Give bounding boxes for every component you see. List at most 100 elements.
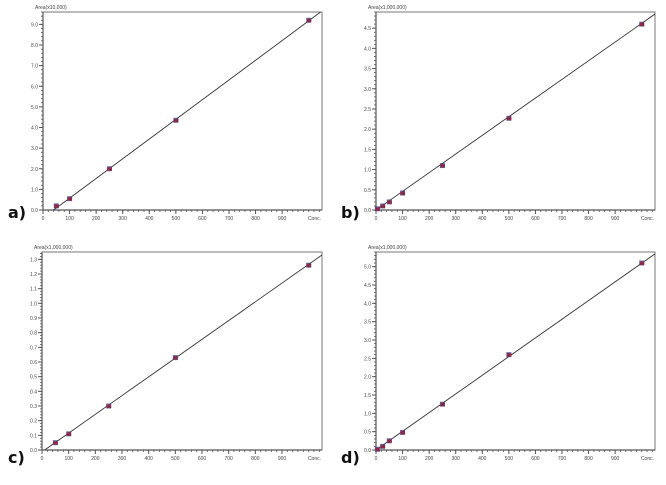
y-tick-label: 0.0 — [31, 208, 38, 214]
x-tick-label: 800 — [251, 456, 260, 462]
marker-square — [400, 430, 406, 435]
y-tick-label: 4.5 — [364, 26, 371, 32]
y-axis-label: Area(x1,000,000) — [368, 5, 407, 11]
y-tick-label: 2.0 — [364, 375, 371, 381]
y-tick-label: 6.0 — [31, 84, 38, 90]
y-tick-label: 3.5 — [364, 320, 371, 326]
y-tick-label: 0.5 — [364, 188, 371, 194]
data-point — [386, 438, 392, 444]
data-point — [106, 166, 112, 172]
calibration-curve-chart-b: 0.0 0.5 1.0 1.5 2.0 2.5 3.0 3.5 4.0 4.5 0 100 200 300… — [364, 5, 656, 222]
y-tick-label: 1.0 — [31, 187, 38, 193]
marker-square — [639, 261, 645, 265]
data-point — [173, 117, 179, 123]
y-tick-label: 1.5 — [364, 147, 371, 153]
panel-label-b: b) — [341, 203, 360, 222]
marker-square — [400, 191, 406, 196]
y-tick-label: 0.1 — [30, 433, 37, 439]
panel-label-d: d) — [341, 448, 360, 467]
x-tick-label: 100 — [64, 456, 73, 462]
y-tick-label: 2.0 — [31, 167, 38, 173]
y-tick-label: 0.5 — [30, 375, 37, 381]
x-tick-label: 100 — [398, 216, 407, 222]
x-tick-label: 600 — [198, 216, 207, 222]
x-tick-label: 700 — [224, 456, 233, 462]
panel-label-c: c) — [8, 448, 25, 467]
data-point — [374, 206, 380, 212]
marker-square — [387, 439, 392, 443]
x-tick-label: 300 — [118, 456, 127, 462]
y-tick-label: 1.2 — [30, 272, 37, 278]
plot-frame — [41, 251, 323, 451]
y-tick-label: 0.0 — [30, 448, 37, 454]
chart-panel-a: a) 0.0 1.0 2.0 3.0 4.0 5.0 6.0 7.0 8.0 9.0 0 100 200… — [0, 0, 333, 245]
marker-square — [306, 18, 312, 23]
x-axis-label: Conc. — [308, 456, 321, 462]
y-tick-label: 1.5 — [364, 393, 371, 399]
marker-square — [375, 207, 380, 211]
x-tick-label: 200 — [91, 456, 100, 462]
data-point — [172, 355, 178, 361]
marker-square — [54, 204, 59, 208]
x-tick-label: 600 — [198, 456, 207, 462]
y-tick-label: 8.0 — [31, 43, 38, 49]
y-tick-label: 9.0 — [31, 22, 38, 28]
y-tick-label: 1.0 — [364, 411, 371, 417]
x-tick-label: 500 — [505, 456, 514, 462]
x-tick-label: 900 — [278, 216, 287, 222]
marker-square — [440, 164, 445, 168]
marker-square — [106, 404, 112, 408]
chart-panel-b: b) 0.0 0.5 1.0 1.5 2.0 2.5 3.0 3.5 4.0 4.5 0 100 200… — [333, 0, 666, 245]
y-tick-label: 0.8 — [30, 331, 37, 337]
x-tick-label: 300 — [119, 216, 128, 222]
data-point — [639, 260, 645, 266]
x-tick-label: 400 — [478, 456, 487, 462]
y-tick-label: 3.0 — [364, 87, 371, 93]
y-tick-label: 4.0 — [31, 126, 38, 132]
x-tick-label: 200 — [425, 216, 434, 222]
marker-square — [306, 263, 312, 268]
x-tick-label: 700 — [558, 456, 567, 462]
calibration-curve-chart-a: 0.0 1.0 2.0 3.0 4.0 5.0 6.0 7.0 8.0 9.0 0 100 200 300… — [31, 5, 323, 222]
regression-line — [44, 254, 322, 450]
y-tick-label: 2.5 — [364, 356, 371, 362]
marker-square — [506, 353, 512, 357]
x-tick-label: 900 — [278, 456, 287, 462]
y-tick-label: 5.0 — [31, 105, 38, 111]
marker-square — [387, 200, 392, 204]
marker-square — [66, 432, 72, 436]
data-point — [52, 440, 58, 446]
y-axis-label: Area(x1,000,000) — [368, 245, 407, 251]
data-point — [506, 352, 512, 358]
marker-square — [440, 402, 445, 407]
x-tick-label: 500 — [505, 216, 514, 222]
data-point — [306, 17, 312, 23]
x-tick-label: 800 — [251, 216, 260, 222]
data-point — [374, 446, 380, 452]
x-tick-label: 100 — [398, 456, 407, 462]
x-tick-label: 200 — [425, 456, 434, 462]
x-tick-label: 400 — [145, 216, 154, 222]
data-point — [400, 190, 406, 196]
y-tick-label: 0.3 — [30, 404, 37, 410]
x-tick-label: 300 — [452, 216, 461, 222]
data-point — [380, 443, 386, 449]
marker-square — [639, 22, 645, 27]
x-tick-label: 400 — [144, 456, 153, 462]
panel-label-a: a) — [8, 203, 27, 222]
data-point — [506, 115, 512, 121]
x-tick-label: 200 — [92, 216, 101, 222]
data-point — [400, 429, 406, 435]
x-tick-label: 500 — [171, 456, 180, 462]
data-point — [386, 199, 392, 205]
y-tick-label: 2.0 — [364, 127, 371, 133]
y-tick-label: 0.0 — [364, 208, 371, 214]
x-tick-label: 100 — [65, 216, 74, 222]
marker-square — [380, 444, 386, 449]
x-tick-label: 300 — [452, 456, 461, 462]
y-tick-label: 0.7 — [30, 345, 37, 351]
y-tick-label: 4.0 — [364, 46, 371, 52]
y-tick-label: 0.0 — [364, 448, 371, 454]
x-tick-label: 600 — [531, 216, 540, 222]
x-tick-label: 700 — [558, 216, 567, 222]
